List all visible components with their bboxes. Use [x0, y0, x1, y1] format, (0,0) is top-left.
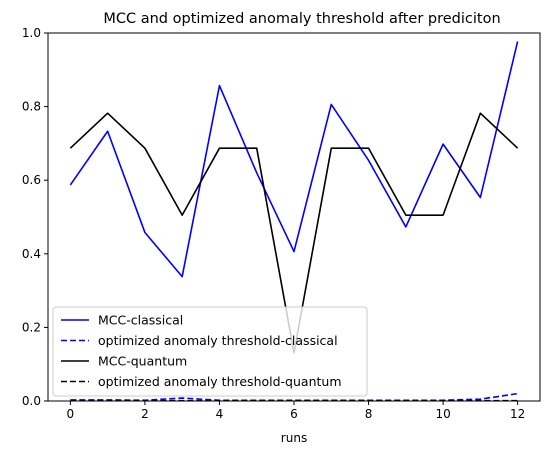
- legend-label-1: optimized anomaly threshold-classical: [98, 333, 338, 348]
- x-tick-label: 6: [290, 407, 298, 421]
- x-tick-label: 4: [216, 407, 224, 421]
- x-axis-label: runs: [281, 431, 307, 445]
- chart-title: MCC and optimized anomaly threshold afte…: [103, 11, 500, 27]
- legend-box: [52, 306, 368, 397]
- y-tick-label: 0.0: [22, 394, 41, 408]
- x-tick-label: 12: [510, 407, 525, 421]
- legend-label-2: MCC-quantum: [98, 354, 187, 369]
- x-tick-label: 2: [141, 407, 149, 421]
- axis-ticks: 0 2 4 6 8 10 12 0.0 0.2 0.4 0.6 0.8 1.0: [22, 26, 525, 421]
- y-tick-label: 0.2: [22, 320, 41, 334]
- y-tick-label: 0.8: [22, 100, 41, 114]
- series-line-0: [69, 41, 519, 278]
- y-tick-label: 0.4: [22, 247, 41, 261]
- x-tick-label: 0: [67, 407, 75, 421]
- axes-frame: [47, 32, 541, 402]
- y-tick-label: 0.6: [22, 173, 41, 187]
- x-tick-label: 8: [365, 407, 373, 421]
- x-tick-label: 10: [435, 407, 450, 421]
- legend: MCC-classical optimized anomaly threshold…: [52, 306, 368, 397]
- y-tick-label: 1.0: [22, 26, 41, 40]
- legend-label-0: MCC-classical: [98, 313, 183, 328]
- legend-label-3: optimized anomaly threshold-quantum: [98, 374, 342, 389]
